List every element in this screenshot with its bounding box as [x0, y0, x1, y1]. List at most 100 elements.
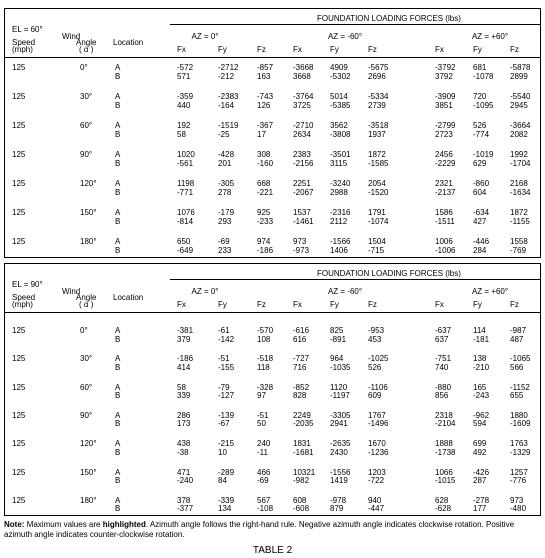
force-label: Fy — [330, 45, 339, 54]
force-value: -69 — [257, 476, 269, 485]
force-value: 925 — [257, 208, 271, 217]
force-label: Fx — [435, 45, 444, 54]
force-value: 1872 — [510, 208, 528, 217]
force-value: -771 — [177, 188, 194, 197]
az-label: AZ = -60° — [327, 32, 363, 41]
force-value: 58 — [177, 382, 186, 392]
table-border — [4, 8, 541, 258]
force-value: 240 — [257, 439, 271, 449]
force-value: 526 — [368, 362, 382, 372]
force-value: -1155 — [510, 217, 530, 226]
location: B — [115, 159, 121, 168]
force-value: -5540 — [510, 92, 531, 101]
force-value: -570 — [257, 326, 274, 335]
force-value: 2739 — [368, 101, 386, 110]
force-value: 2696 — [368, 72, 386, 81]
force-value: -1520 — [368, 188, 389, 197]
location: A — [115, 92, 121, 101]
force-value: -160 — [257, 159, 274, 168]
force-value: -186 — [257, 246, 274, 255]
force-value: 284 — [473, 246, 487, 255]
force-value: 1767 — [368, 410, 386, 420]
location: B — [115, 476, 121, 485]
force-value: -278 — [473, 495, 490, 505]
force-value: -79 — [218, 382, 230, 392]
force-value: -634 — [473, 208, 490, 217]
force-value: -1152 — [510, 382, 530, 392]
force-value: -880 — [435, 382, 452, 392]
force-value: -1519 — [218, 121, 239, 130]
force-label: Fy — [330, 300, 339, 309]
force-value: -155 — [218, 362, 235, 372]
force-value: -11 — [257, 447, 268, 457]
force-value: -181 — [473, 334, 490, 344]
force-value: -142 — [218, 334, 235, 344]
force-value: -212 — [218, 72, 235, 81]
force-value: 2321 — [435, 179, 453, 188]
force-label: Fx — [293, 45, 302, 54]
location: A — [115, 150, 121, 159]
force-value: -572 — [177, 63, 194, 72]
force-value: 1257 — [510, 467, 528, 477]
rule — [4, 57, 541, 58]
force-value: 379 — [177, 334, 191, 344]
force-value: -446 — [473, 237, 490, 246]
force-value: 1888 — [435, 439, 453, 449]
force-value: -973 — [293, 246, 310, 255]
note-text: Maximum values are — [26, 520, 101, 529]
force-value: 3792 — [435, 72, 453, 81]
force-value: 1670 — [368, 439, 386, 449]
force-value: -2635 — [330, 439, 351, 449]
force-value: 2318 — [435, 410, 453, 420]
wind-speed: 125 — [12, 410, 26, 420]
force-value: -139 — [218, 410, 235, 420]
force-value: 1558 — [510, 237, 528, 246]
force-value: 286 — [177, 410, 191, 420]
force-value: -221 — [257, 188, 274, 197]
force-value: -1511 — [435, 217, 455, 226]
location: B — [115, 391, 121, 401]
force-value: -774 — [473, 130, 490, 139]
force-value: -2229 — [435, 159, 456, 168]
force-value: -1065 — [510, 354, 531, 364]
force-value: -982 — [293, 476, 310, 485]
force-value: -2104 — [435, 419, 456, 429]
wind-label: Wind — [62, 287, 81, 296]
wind-speed: 125 — [12, 208, 26, 217]
force-value: 1120 — [330, 382, 348, 392]
force-value: 10 — [218, 447, 227, 457]
wind-angle: 60° — [80, 382, 93, 392]
force-value: -38 — [177, 447, 189, 457]
caption: TABLE 2 — [252, 545, 293, 556]
force-value: -480 — [510, 504, 527, 514]
force-value: -743 — [257, 92, 274, 101]
force-value: 201 — [218, 159, 232, 168]
force-value: -1106 — [368, 382, 388, 392]
force-value: -860 — [473, 179, 490, 188]
force-value: 1831 — [293, 439, 311, 449]
force-value: -289 — [218, 467, 235, 477]
location: B — [115, 447, 121, 457]
location: A — [115, 121, 121, 130]
force-value: -1035 — [330, 362, 351, 372]
force-value: 58 — [177, 130, 186, 139]
force-value: -1496 — [368, 419, 389, 429]
force-value: -5675 — [368, 63, 389, 72]
force-value: 1504 — [368, 237, 386, 246]
force-value: -5334 — [368, 92, 389, 101]
force-value: -1236 — [368, 447, 389, 457]
force-value: -857 — [257, 63, 274, 72]
table-title: FOUNDATION LOADING FORCES (lbs) — [317, 14, 461, 23]
force-value: -608 — [293, 504, 310, 514]
force-value: -1461 — [293, 217, 314, 226]
wind-angle: 90° — [80, 150, 93, 159]
force-value: -1074 — [368, 217, 389, 226]
force-value: 668 — [257, 179, 271, 188]
force-value: -637 — [435, 326, 452, 335]
force-value: 2634 — [293, 130, 311, 139]
force-value: 2723 — [435, 130, 453, 139]
header: Speed — [12, 38, 36, 47]
force-value: -1095 — [473, 101, 494, 110]
force-value: -1329 — [510, 447, 531, 457]
